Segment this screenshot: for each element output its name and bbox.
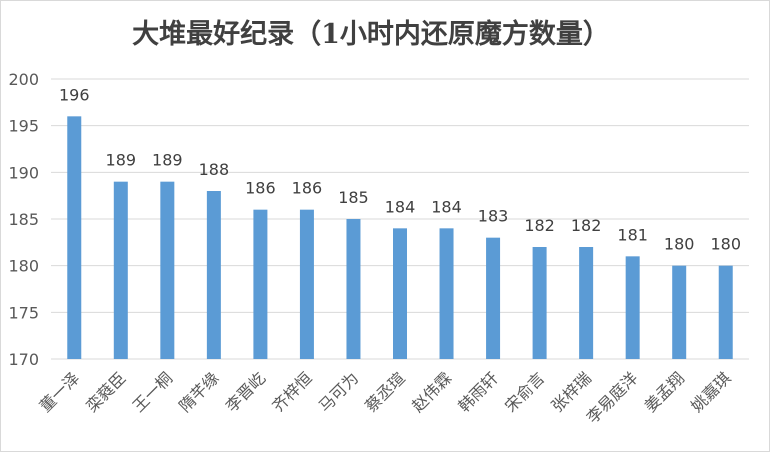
data-label: 181: [617, 225, 648, 244]
data-label: 185: [338, 188, 369, 207]
x-tick-label: 王一桐: [129, 368, 176, 415]
bar: [579, 247, 594, 359]
x-tick-label: 宋俞言: [501, 368, 548, 415]
bar: [393, 228, 407, 359]
bar: [672, 265, 687, 359]
x-tick-label: 赵伟霖: [408, 368, 455, 415]
bar: [486, 237, 501, 359]
data-label: 180: [664, 235, 695, 254]
bar: [346, 219, 361, 359]
y-axis-ticks: 170 175 180 185 190 195 200: [8, 70, 39, 369]
x-tick-label: 马可为: [315, 368, 362, 415]
bar: [532, 247, 547, 359]
x-tick-label: 韩雨轩: [455, 368, 502, 415]
x-tick-label: 栾蕤臣: [82, 368, 129, 415]
x-tick-label: 姚嘉琪: [687, 368, 734, 415]
chart-title: 大堆最好纪录（1小时内还原魔方数量）: [132, 18, 610, 50]
data-label: 196: [59, 85, 90, 104]
x-tick-label: 齐梓恒: [268, 368, 315, 415]
bar: [299, 209, 314, 359]
x-tick-label: 李晋屹: [222, 368, 269, 415]
x-tick-label: 李易庭洋: [583, 368, 642, 427]
x-axis-ticks: 董一泽 栾蕤臣 王一桐 隋芊缘 李晋屹 齐梓恒 马可为 蔡丞瑄 赵伟霖 韩雨轩 宋俞言 张梓瑞李易庭洋…: [36, 368, 735, 427]
data-label: 186: [292, 179, 323, 198]
bar: [718, 265, 733, 359]
x-tick-label: 姜孟翔: [641, 368, 688, 415]
data-label: 182: [524, 216, 555, 235]
data-label: 182: [571, 216, 602, 235]
x-tick-label: 董一泽: [36, 368, 83, 415]
y-tick-label: 200: [8, 70, 39, 89]
bar: [439, 228, 454, 359]
bar: [113, 181, 128, 359]
bars: [67, 116, 733, 359]
data-label: 183: [478, 207, 509, 226]
bar: [160, 181, 175, 359]
data-label: 186: [245, 179, 276, 198]
y-tick-label: 190: [8, 163, 39, 182]
y-tick-label: 180: [8, 257, 39, 276]
data-label: 189: [152, 151, 183, 170]
data-label: 180: [710, 235, 741, 254]
y-tick-label: 195: [8, 117, 39, 136]
data-label: 188: [199, 160, 230, 179]
data-label: 184: [431, 197, 462, 216]
bar: [206, 191, 221, 359]
bar: [67, 116, 82, 359]
data-label: 189: [106, 151, 137, 170]
x-tick-label: 隋芊缘: [175, 368, 222, 415]
bar: [625, 256, 640, 359]
x-tick-label: 蔡丞瑄: [361, 368, 408, 415]
data-labels: 196 189 189 188 186 186 185 184 184 183 182 182 181 1…: [59, 85, 741, 253]
data-label: 184: [385, 197, 416, 216]
bar: [253, 209, 268, 359]
y-tick-label: 175: [8, 303, 39, 322]
y-tick-label: 170: [8, 350, 39, 369]
y-tick-label: 185: [8, 210, 39, 229]
